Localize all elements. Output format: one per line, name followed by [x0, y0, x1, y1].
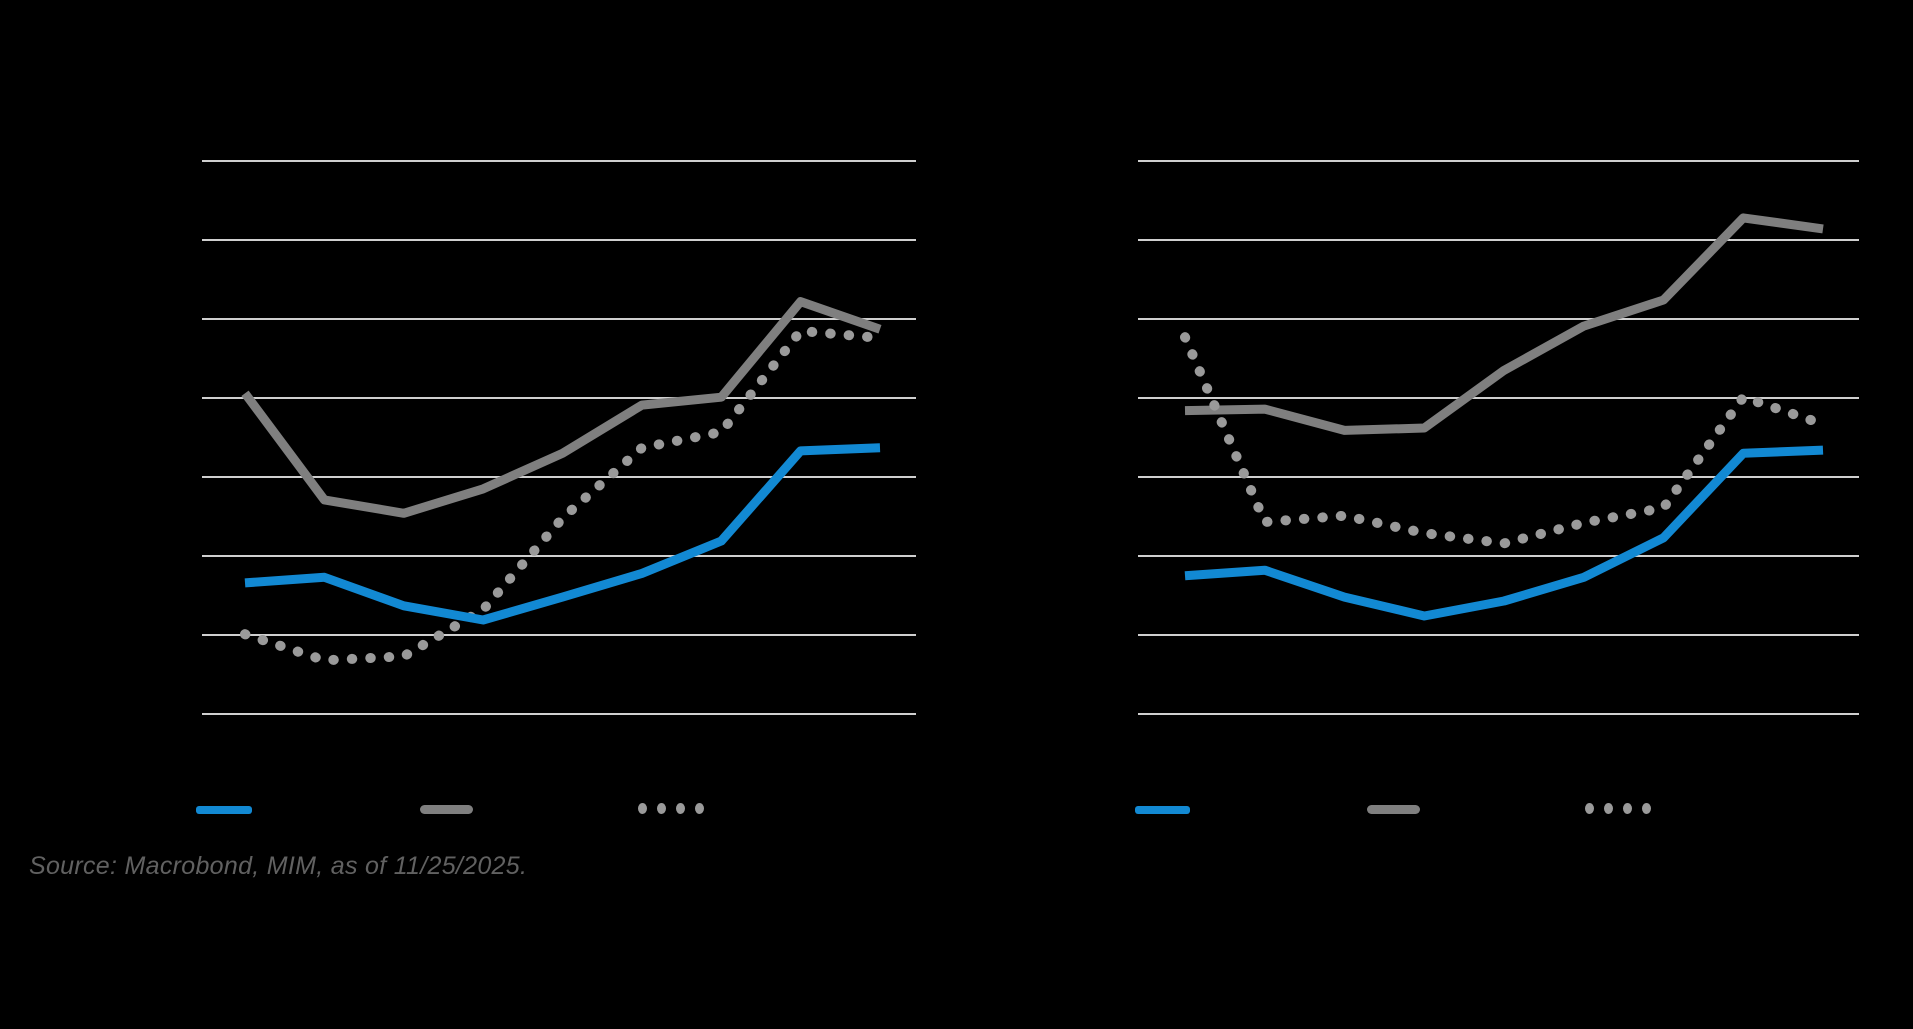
legend-dot: [695, 803, 704, 814]
legend-dot: [638, 803, 647, 814]
legend-dot: [1623, 803, 1632, 814]
legend-swatch-blue-solid: [196, 806, 252, 814]
legend-dot: [1642, 803, 1651, 814]
legend-swatch-blue-solid: [1135, 806, 1190, 814]
legend-swatch-gray-solid: [1367, 805, 1420, 814]
legend-swatch-gray-solid: [420, 805, 473, 814]
legend-swatch-gray-dotted: [1585, 803, 1651, 814]
legend-swatch-gray-dotted: [638, 803, 704, 814]
legend-dot: [1585, 803, 1594, 814]
legend-dot: [676, 803, 685, 814]
legend-dot: [657, 803, 666, 814]
legend-dot: [1604, 803, 1613, 814]
source-note: Source: Macrobond, MIM, as of 11/25/2025…: [29, 852, 528, 880]
